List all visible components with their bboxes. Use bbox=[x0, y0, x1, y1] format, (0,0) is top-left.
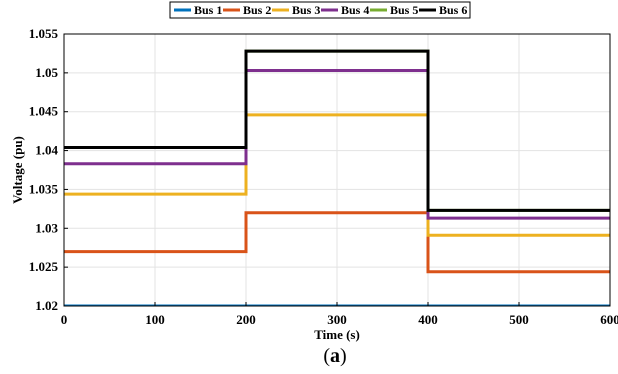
legend-label: Bus 3 bbox=[292, 3, 320, 17]
x-axis-label: Time (s) bbox=[314, 327, 360, 342]
x-tick-label: 400 bbox=[418, 312, 438, 327]
x-tick-label: 600 bbox=[600, 312, 618, 327]
legend-label: Bus 2 bbox=[243, 3, 271, 17]
legend-label: Bus 5 bbox=[390, 3, 418, 17]
series-lines bbox=[64, 49, 610, 306]
legend-box bbox=[169, 1, 471, 19]
x-axis: 0 100 200 300 400 500 600 bbox=[61, 302, 618, 327]
figure-caption: (a) bbox=[323, 345, 346, 367]
y-axis-label: Voltage (pu) bbox=[10, 136, 25, 204]
caption-open-paren: ( bbox=[323, 345, 330, 367]
series-line-bus-2 bbox=[64, 211, 610, 274]
caption-letter: a bbox=[330, 345, 340, 367]
y-tick-label: 1.055 bbox=[29, 26, 59, 41]
y-tick-label: 1.025 bbox=[29, 259, 59, 274]
y-tick-label: 1.02 bbox=[35, 298, 58, 313]
y-axis: 1.02 1.025 1.03 1.035 1.04 1.045 1.05 1.055 bbox=[29, 26, 68, 313]
x-tick-label: 0 bbox=[61, 312, 68, 327]
series-line-bus-6 bbox=[64, 49, 610, 212]
y-tick-label: 1.03 bbox=[35, 220, 58, 235]
x-tick-label: 300 bbox=[327, 312, 347, 327]
legend: Bus 1 Bus 2 Bus 3 Bus 4 Bus 5 Bus 6 bbox=[169, 1, 471, 19]
legend-label: Bus 6 bbox=[439, 3, 467, 17]
series-line-bus-4 bbox=[64, 69, 610, 220]
y-tick-label: 1.045 bbox=[29, 104, 59, 119]
x-tick-label: 100 bbox=[145, 312, 165, 327]
x-tick-label: 200 bbox=[236, 312, 256, 327]
legend-label: Bus 4 bbox=[341, 3, 369, 17]
legend-label: Bus 1 bbox=[194, 3, 222, 17]
y-tick-label: 1.035 bbox=[29, 181, 59, 196]
y-tick-label: 1.05 bbox=[35, 65, 58, 80]
x-tick-label: 500 bbox=[509, 312, 529, 327]
caption-close-paren: ) bbox=[340, 345, 347, 367]
y-tick-label: 1.04 bbox=[35, 143, 58, 158]
series-line-bus-3 bbox=[64, 113, 610, 237]
grid-lines bbox=[63, 33, 611, 307]
